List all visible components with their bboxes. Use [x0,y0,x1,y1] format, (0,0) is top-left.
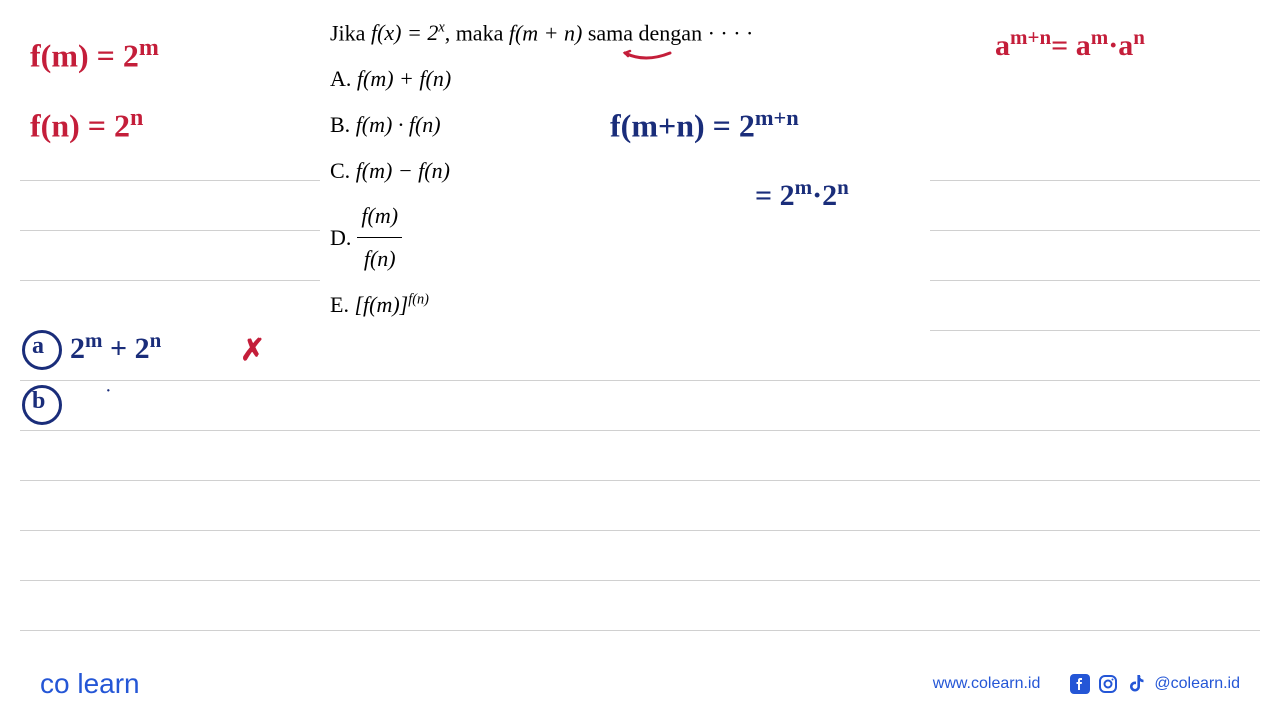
whiteboard-page: Jika f(x) = 2x, maka f(m + n) sama denga… [0,0,1280,720]
rule-line [20,380,1260,381]
rule-line [930,180,1260,181]
prompt-fmn: f(m + n) [509,20,583,45]
handwritten-solution-line1: f(m+n) = 2m+n [610,105,799,145]
handwritten-exponent-rule: am+n= am·an [995,25,1145,63]
prompt-fx: f(x) = 2x [371,20,445,45]
facebook-icon [1070,674,1090,694]
tiktok-icon [1126,674,1146,694]
red-underline-mark [620,48,680,66]
footer-bar: co learn www.colearn.id @colearn.id [0,668,1280,700]
answer-options: A. f(m) + f(n) B. f(m) · f(n) C. f(m) − … [330,58,451,330]
option-c: C. f(m) − f(n) [330,150,451,192]
handwritten-fn: f(n) = 2n [30,105,143,145]
rule-line [20,580,1260,581]
option-e: E. [f(m)]f(n) [330,284,451,326]
rule-line [20,280,320,281]
circle-a-label: a [32,333,44,360]
prompt-prefix: Jika [330,20,371,45]
rule-line [20,230,320,231]
handwritten-check-a: 2m + 2n [70,328,161,366]
rule-line [20,430,1260,431]
handwritten-solution-line2: = 2m·2n [755,175,849,213]
social-icons: @colearn.id [1070,674,1240,694]
footer-right: www.colearn.id @colearn.id [933,674,1240,694]
prompt-mid: , maka [445,20,509,45]
rule-line [930,330,1260,331]
dot-mark: · [105,380,112,403]
rule-line [20,180,320,181]
brand-logo: co learn [40,668,140,700]
rule-line [930,280,1260,281]
circle-b-label: b [32,388,45,415]
handwritten-fm: f(m) = 2m [30,35,159,75]
option-d: D. f(m) f(n) [330,195,451,280]
rule-line [20,530,1260,531]
rule-line [20,630,1260,631]
prompt-suffix: sama dengan · · · · [582,20,753,45]
instagram-icon [1098,674,1118,694]
rule-line [930,230,1260,231]
question-text: Jika f(x) = 2x, maka f(m + n) sama denga… [330,20,753,46]
fraction: f(m) f(n) [357,195,402,280]
footer-handle: @colearn.id [1154,675,1240,693]
option-a: A. f(m) + f(n) [330,58,451,100]
option-b: B. f(m) · f(n) [330,104,451,146]
wrong-mark-icon: ✗ [240,333,265,368]
footer-url: www.colearn.id [933,675,1041,693]
rule-line [20,480,1260,481]
